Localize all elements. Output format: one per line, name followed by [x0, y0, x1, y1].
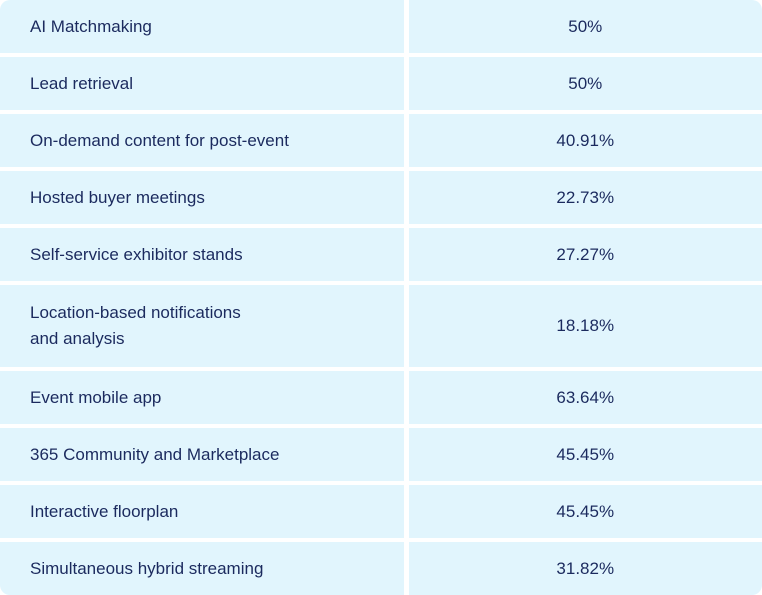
percentage-value: 50%: [568, 16, 603, 36]
feature-label-cell: Self-service exhibitor stands: [0, 228, 404, 281]
percentage-value-cell: 27.27%: [408, 228, 762, 281]
feature-label: Simultaneous hybrid streaming: [30, 558, 264, 578]
table-row: Self-service exhibitor stands 27.27%: [0, 228, 762, 281]
percentage-value: 45.45%: [556, 444, 615, 464]
table-row: Simultaneous hybrid streaming 31.82%: [0, 542, 762, 595]
percentage-value: 27.27%: [556, 244, 615, 264]
feature-label: Event mobile app: [30, 387, 162, 407]
table-row: Location-based notifications and analysi…: [0, 285, 762, 367]
percentage-value-cell: 18.18%: [408, 285, 762, 367]
feature-label: Self-service exhibitor stands: [30, 244, 243, 264]
feature-label-cell: On-demand content for post-event: [0, 114, 404, 167]
percentage-value-cell: 63.64%: [408, 371, 762, 424]
percentage-value-cell: 50%: [408, 57, 762, 110]
table-row: On-demand content for post-event 40.91%: [0, 114, 762, 167]
percentage-value-cell: 45.45%: [408, 428, 762, 481]
table-row: Lead retrieval 50%: [0, 57, 762, 110]
feature-label-cell: AI Matchmaking: [0, 0, 404, 53]
percentage-value-cell: 40.91%: [408, 114, 762, 167]
feature-label-cell: Simultaneous hybrid streaming: [0, 542, 404, 595]
table-row: Hosted buyer meetings 22.73%: [0, 171, 762, 224]
percentage-value-cell: 22.73%: [408, 171, 762, 224]
feature-label: Location-based notifications and analysi…: [30, 303, 241, 348]
feature-label: Interactive floorplan: [30, 501, 179, 521]
table-row: Event mobile app 63.64%: [0, 371, 762, 424]
percentage-value: 40.91%: [556, 130, 615, 150]
table-row: AI Matchmaking 50%: [0, 0, 762, 53]
percentage-value: 22.73%: [556, 187, 615, 207]
percentage-value: 63.64%: [556, 387, 615, 407]
feature-label: Hosted buyer meetings: [30, 187, 205, 207]
feature-label: AI Matchmaking: [30, 16, 152, 36]
feature-label: 365 Community and Marketplace: [30, 444, 280, 464]
feature-label: Lead retrieval: [30, 73, 134, 93]
feature-label: On-demand content for post-event: [30, 130, 289, 150]
feature-label-cell: Interactive floorplan: [0, 485, 404, 538]
percentage-value-cell: 45.45%: [408, 485, 762, 538]
feature-label-cell: Lead retrieval: [0, 57, 404, 110]
feature-label-cell: Location-based notifications and analysi…: [0, 285, 404, 367]
table-row: Interactive floorplan 45.45%: [0, 485, 762, 538]
percentage-value: 18.18%: [556, 316, 615, 335]
percentage-value: 50%: [568, 73, 603, 93]
table-row: 365 Community and Marketplace 45.45%: [0, 428, 762, 481]
percentage-value: 45.45%: [556, 501, 615, 521]
feature-label-cell: 365 Community and Marketplace: [0, 428, 404, 481]
feature-label-cell: Event mobile app: [0, 371, 404, 424]
feature-label-cell: Hosted buyer meetings: [0, 171, 404, 224]
percentage-value: 31.82%: [556, 558, 615, 578]
percentage-value-cell: 31.82%: [408, 542, 762, 595]
percentage-value-cell: 50%: [408, 0, 762, 53]
